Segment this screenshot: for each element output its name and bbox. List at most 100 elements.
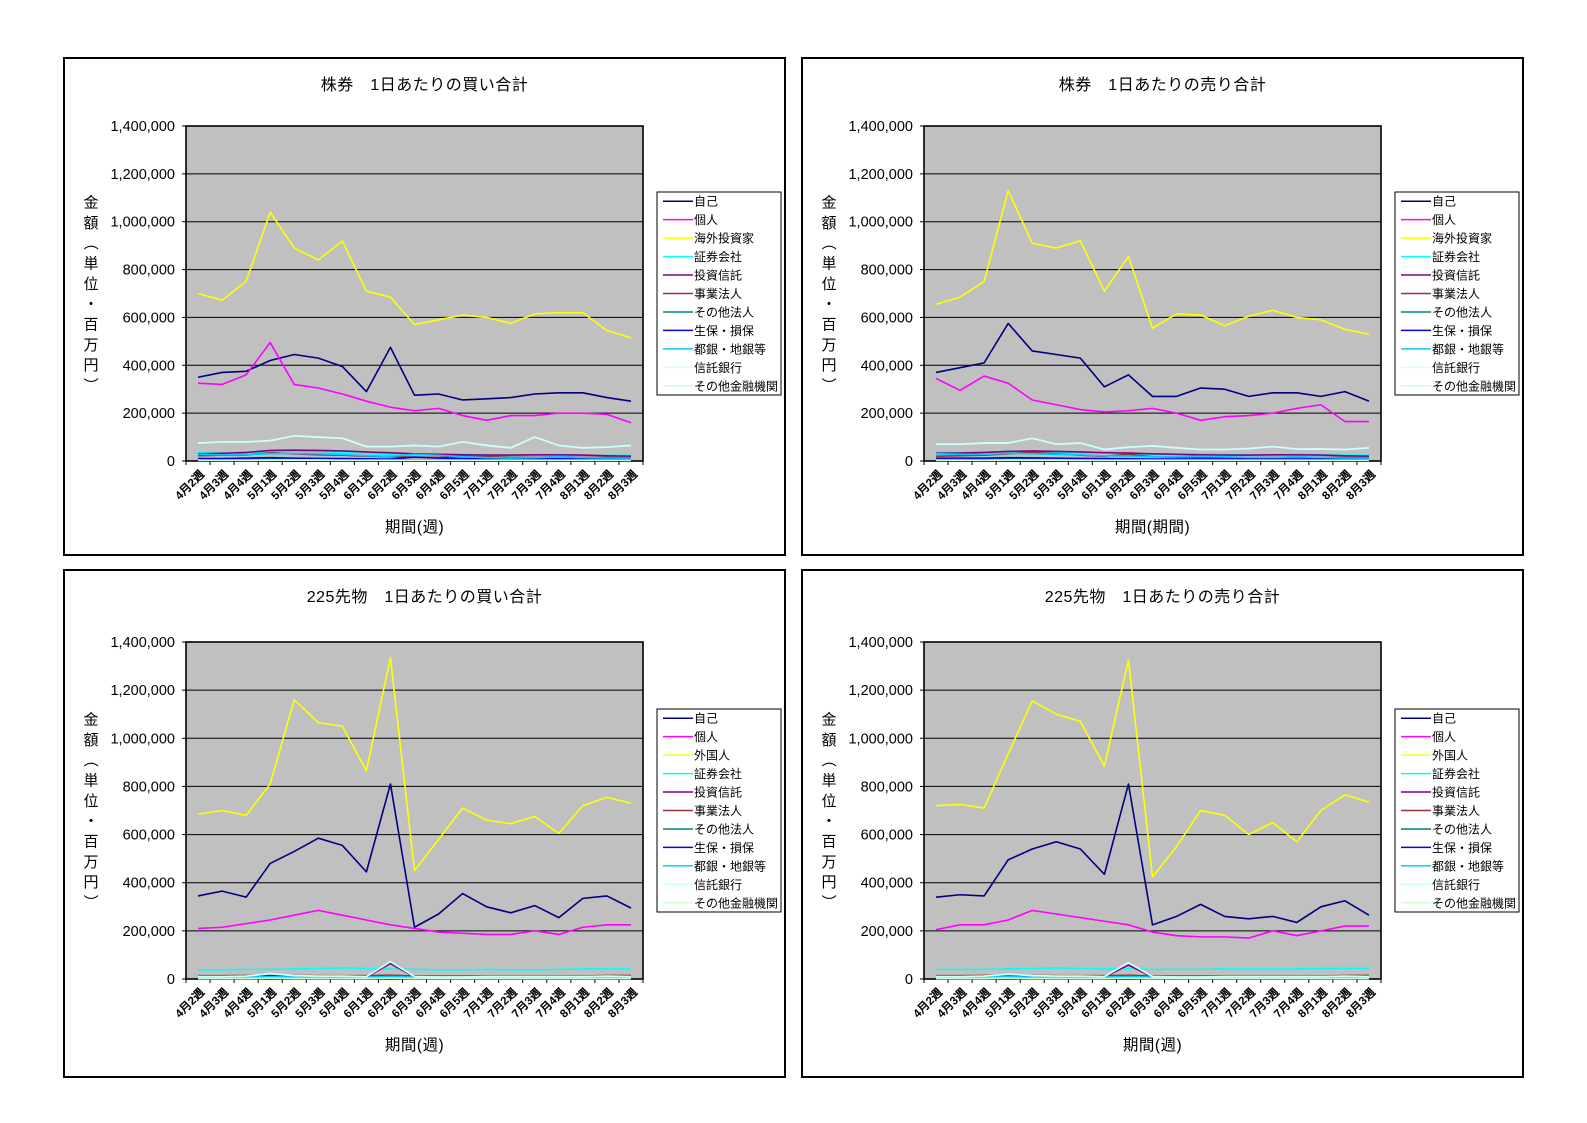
legend-label: その他法人 bbox=[1432, 822, 1492, 836]
legend-label: 事業法人 bbox=[694, 804, 742, 818]
y-axis-title-char: ） bbox=[82, 894, 99, 909]
y-axis-title-char: 百 bbox=[821, 316, 836, 333]
legend-label: その他金融機関 bbox=[694, 378, 778, 393]
legend-label: 都銀・地銀等 bbox=[694, 859, 766, 873]
legend-label: 自己 bbox=[1432, 712, 1456, 726]
y-axis-title-char: 円 bbox=[821, 874, 836, 891]
legend-label: 生保・損保 bbox=[694, 840, 754, 855]
legend-label: 信託銀行 bbox=[1432, 360, 1480, 375]
series-line-生保・損保 bbox=[198, 456, 631, 460]
legend-label: 投資信託 bbox=[694, 268, 742, 283]
y-tick-label: 0 bbox=[167, 454, 175, 470]
y-axis-title-char: 単 bbox=[83, 773, 98, 790]
x-axis-title: 期間(期間) bbox=[1115, 518, 1190, 536]
plot-area bbox=[923, 125, 1382, 462]
series-line-信託銀行 bbox=[197, 434, 632, 449]
y-tick-label: 1,400,000 bbox=[110, 635, 175, 651]
y-tick-label: 600,000 bbox=[861, 310, 913, 326]
y-tick-label: 1,000,000 bbox=[110, 731, 175, 747]
y-tick-label: 1,000,000 bbox=[848, 215, 913, 231]
y-axis-title-char: 円 bbox=[83, 874, 98, 891]
chart-title: 225先物 1日あたりの買い合計 bbox=[307, 588, 543, 606]
y-tick-label: 200,000 bbox=[861, 924, 913, 940]
series-line-個人 bbox=[935, 909, 1369, 939]
y-tick-label: 1,400,000 bbox=[848, 119, 913, 135]
plot-area bbox=[923, 641, 1382, 980]
y-tick-label: 1,200,000 bbox=[848, 167, 913, 183]
y-tick-label: 1,200,000 bbox=[110, 683, 175, 699]
y-axis-title-char: 円 bbox=[821, 357, 836, 374]
y-axis-title-char: （ bbox=[820, 235, 837, 250]
y-tick-label: 800,000 bbox=[861, 263, 913, 279]
legend-label: その他金融機関 bbox=[1432, 895, 1516, 910]
series-line-証券会社 bbox=[198, 967, 631, 971]
legend-label: 個人 bbox=[694, 213, 718, 227]
legend-label: 自己 bbox=[1432, 195, 1456, 209]
legend-label: 信託銀行 bbox=[1432, 877, 1480, 892]
y-axis-title-char: ・ bbox=[821, 813, 836, 830]
legend-label: 個人 bbox=[1432, 213, 1456, 227]
legend-label: 投資信託 bbox=[1432, 785, 1480, 800]
legend-label: 投資信託 bbox=[1432, 268, 1480, 283]
legend-label: 証券会社 bbox=[1432, 249, 1480, 264]
y-axis-title-char: 百 bbox=[83, 316, 98, 333]
y-axis-title-char: ） bbox=[820, 894, 837, 909]
series-line-証券会社 bbox=[936, 967, 1369, 971]
series-line-投資信託 bbox=[936, 450, 1369, 458]
y-tick-label: 1,200,000 bbox=[848, 683, 913, 699]
series-line-海外投資家 bbox=[935, 189, 1370, 335]
y-tick-label: 600,000 bbox=[123, 310, 175, 326]
y-tick-label: 800,000 bbox=[123, 263, 175, 279]
legend-label: 生保・損保 bbox=[1432, 840, 1492, 855]
chart-title: 株券 1日あたりの買い合計 bbox=[321, 76, 528, 94]
series-line-自己 bbox=[197, 346, 632, 402]
y-axis-title-char: 金 bbox=[821, 195, 836, 212]
y-tick-label: 200,000 bbox=[123, 406, 175, 422]
chart-title: 株券 1日あたりの売り合計 bbox=[1059, 76, 1266, 94]
y-tick-label: 400,000 bbox=[861, 358, 913, 374]
y-tick-label: 800,000 bbox=[861, 779, 913, 795]
y-tick-label: 600,000 bbox=[123, 828, 175, 844]
y-axis-title-char: ・ bbox=[83, 813, 98, 830]
y-tick-label: 400,000 bbox=[861, 876, 913, 892]
chart-canvas: 株券 1日あたりの買い合計 0 200,000 400,000 600,000 800,0… bbox=[63, 57, 786, 556]
legend-label: 生保・損保 bbox=[1432, 323, 1492, 338]
series-line-都銀・地銀等 bbox=[198, 452, 631, 459]
y-tick-label: 1,400,000 bbox=[848, 635, 913, 651]
y-tick-label: 400,000 bbox=[123, 876, 175, 892]
chart-225-futures-daily-buy-total: 225先物 1日あたりの買い合計 0 200,000 400,000 600,000 80… bbox=[63, 569, 786, 1078]
series-line-個人 bbox=[197, 909, 631, 936]
legend-label: 証券会社 bbox=[694, 766, 742, 781]
series-line-自己 bbox=[197, 783, 632, 929]
y-axis-title-char: 位 bbox=[821, 793, 836, 810]
y-axis-title-char: 単 bbox=[821, 773, 836, 790]
y-axis-title-char: ・ bbox=[821, 296, 836, 313]
series-line-都銀・地銀等 bbox=[936, 452, 1369, 459]
chart-canvas: 株券 1日あたりの売り合計 0 200,000 400,000 600,000 800,0… bbox=[801, 57, 1524, 556]
series-line-信託銀行 bbox=[936, 961, 1369, 978]
y-axis-title-char: 万 bbox=[821, 854, 836, 871]
y-axis-title-char: （ bbox=[82, 235, 99, 250]
y-axis-title-char: 額 bbox=[83, 732, 98, 749]
y-axis-title-char: 額 bbox=[83, 215, 98, 232]
legend-label: その他金融機関 bbox=[1432, 378, 1516, 393]
chart-title: 225先物 1日あたりの売り合計 bbox=[1045, 588, 1281, 606]
y-axis-title-char: 位 bbox=[83, 793, 98, 810]
y-tick-label: 1,000,000 bbox=[110, 215, 175, 231]
chart-225-futures-daily-sell-total: 225先物 1日あたりの売り合計 0 200,000 400,000 600,000 80… bbox=[801, 569, 1524, 1078]
y-tick-label: 200,000 bbox=[861, 406, 913, 422]
legend-label: 海外投資家 bbox=[694, 231, 754, 246]
legend-label: 自己 bbox=[694, 712, 718, 726]
series-line-生保・損保 bbox=[936, 456, 1369, 460]
legend-label: 信託銀行 bbox=[694, 360, 742, 375]
y-axis-title-char: （ bbox=[820, 752, 837, 767]
y-axis-title-char: 単 bbox=[83, 256, 98, 273]
series-line-自己 bbox=[935, 322, 1370, 402]
y-tick-label: 1,200,000 bbox=[110, 167, 175, 183]
legend-label: その他法人 bbox=[694, 822, 754, 836]
plot-area bbox=[185, 125, 644, 462]
y-tick-label: 200,000 bbox=[123, 924, 175, 940]
y-axis-title-char: 百 bbox=[83, 833, 98, 850]
y-tick-label: 0 bbox=[167, 972, 175, 988]
